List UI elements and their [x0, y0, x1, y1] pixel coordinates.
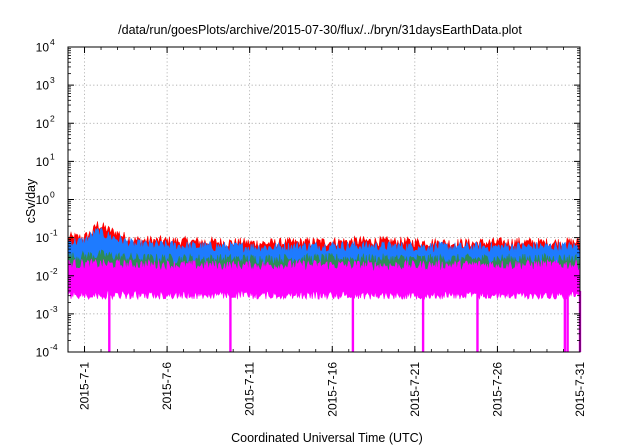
- x-tick-label: 2015-7-16: [325, 362, 339, 417]
- y-tick-exponent: 2: [50, 113, 55, 123]
- y-tick-exponent: -1: [50, 228, 58, 238]
- y-tick-label: 10: [36, 346, 50, 360]
- x-tick-label: 2015-7-6: [160, 362, 174, 410]
- y-tick-label: 10: [36, 307, 50, 321]
- series-area-4: [67, 258, 581, 292]
- x-tick-label: 2015-7-31: [573, 362, 587, 417]
- y-tick-exponent: 4: [50, 37, 55, 47]
- y-tick-label: 10: [36, 79, 50, 93]
- x-axis-ticks: 2015-7-1 2015-7-6 2015-7-11 2015-7-16 2015-7…: [67, 47, 587, 417]
- x-tick-label: 2015-7-1: [78, 362, 92, 410]
- y-tick-label: 10: [36, 269, 50, 283]
- chart-title: /data/run/goesPlots/archive/2015-07-30/f…: [118, 23, 522, 37]
- x-tick-label: 2015-7-26: [490, 362, 504, 417]
- y-axis-label: cSv/day: [24, 178, 38, 223]
- y-tick-exponent: -2: [50, 266, 58, 276]
- x-tick-label: 2015-7-11: [243, 362, 257, 416]
- y-tick-exponent: 3: [50, 75, 55, 85]
- plot-area: [67, 221, 582, 352]
- series-lower-band: [67, 290, 581, 301]
- y-tick-exponent: 1: [50, 151, 55, 161]
- y-tick-label: 10: [36, 193, 50, 207]
- y-tick-exponent: -4: [50, 342, 58, 352]
- y-tick-exponent: -3: [50, 304, 58, 314]
- x-axis-label: Coordinated Universal Time (UTC): [231, 431, 423, 445]
- x-tick-label: 2015-7-21: [408, 362, 422, 417]
- grid: [68, 47, 580, 352]
- y-tick-label: 10: [36, 117, 50, 131]
- y-tick-label: 10: [36, 41, 50, 55]
- y-tick-label: 10: [36, 231, 50, 245]
- y-tick-exponent: 0: [50, 190, 55, 200]
- y-tick-label: 10: [36, 155, 50, 169]
